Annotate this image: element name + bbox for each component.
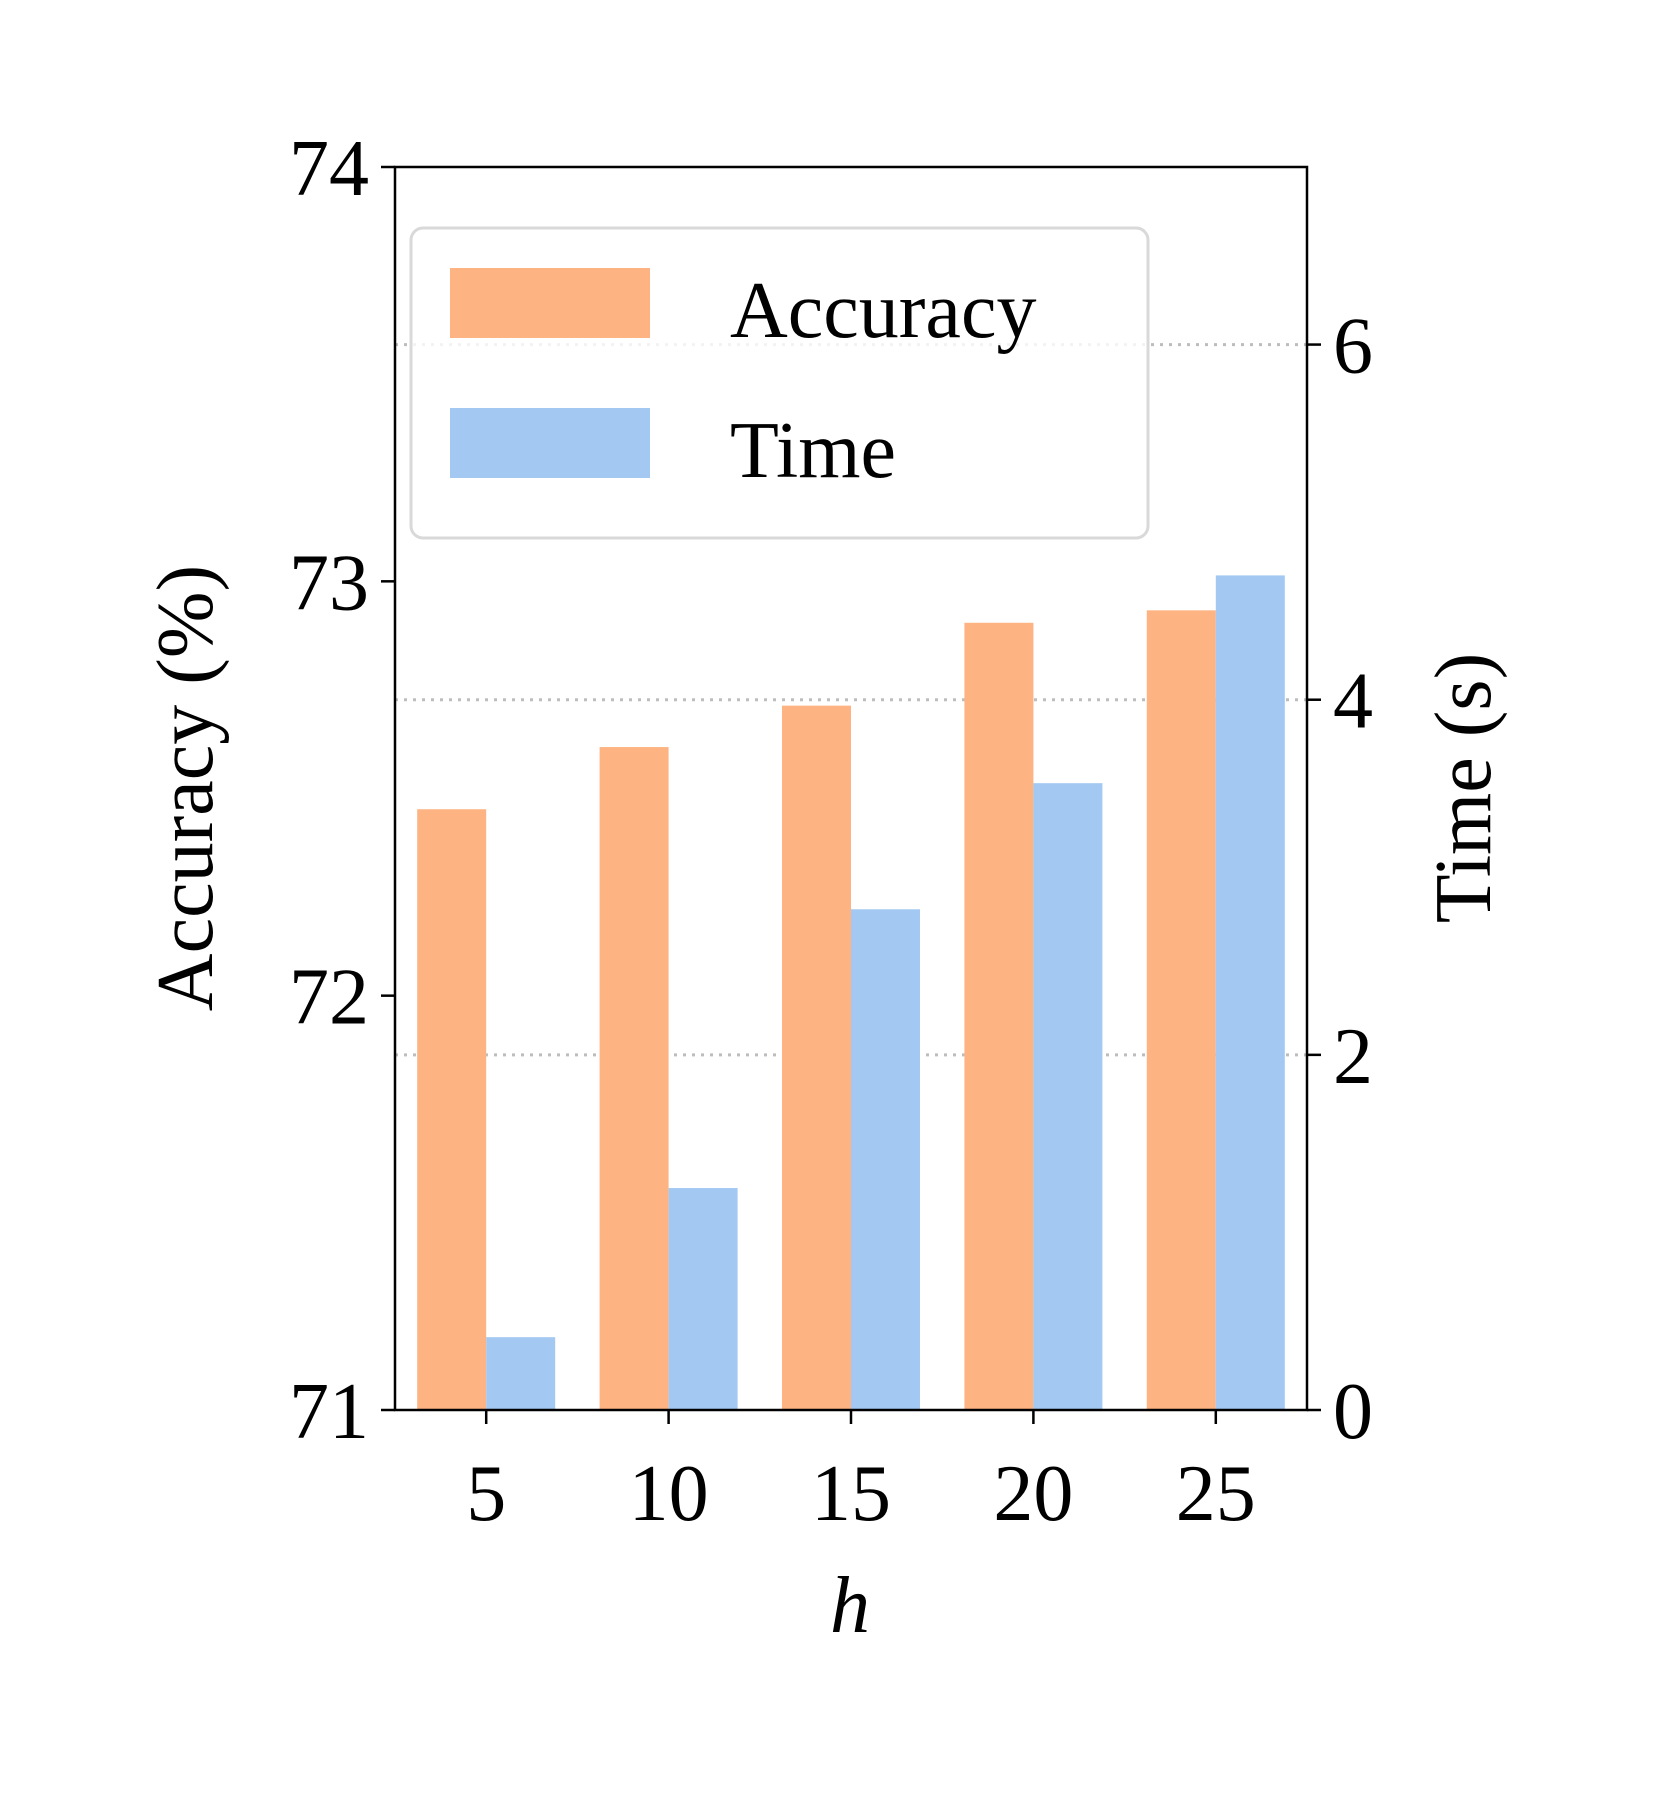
right-tick-label: 2 xyxy=(1333,1013,1373,1101)
legend-swatch-accuracy xyxy=(450,268,650,338)
bar-accuracy-20 xyxy=(964,622,1034,1410)
x-tick-label: 25 xyxy=(1176,1450,1256,1538)
bar-accuracy-5 xyxy=(417,809,487,1410)
x-tick-label: 15 xyxy=(811,1450,891,1538)
x-axis: 5 10 15 20 25 xyxy=(466,1410,1256,1538)
bar-time-25 xyxy=(1215,575,1285,1410)
legend-label-accuracy: Accuracy xyxy=(730,267,1036,355)
right-tick-label: 4 xyxy=(1333,658,1373,746)
left-axis: 71 72 73 74 xyxy=(289,125,395,1456)
bar-time-15 xyxy=(851,909,920,1410)
left-tick-label: 71 xyxy=(289,1368,369,1456)
bar-time-10 xyxy=(668,1188,738,1410)
right-axis: 0 2 4 6 xyxy=(1307,303,1373,1456)
bar-time-20 xyxy=(1033,783,1103,1410)
right-axis-title: Time (s) xyxy=(1420,653,1508,923)
x-tick-label: 5 xyxy=(466,1450,506,1538)
left-tick-label: 74 xyxy=(289,125,369,213)
legend: Accuracy Time xyxy=(409,226,1150,540)
x-tick-label: 10 xyxy=(629,1450,709,1538)
legend-swatch-time xyxy=(450,408,650,478)
left-tick-label: 72 xyxy=(289,954,369,1042)
x-tick-label: 20 xyxy=(993,1450,1073,1538)
right-tick-label: 0 xyxy=(1333,1368,1373,1456)
right-tick-label: 6 xyxy=(1333,303,1373,391)
bar-accuracy-10 xyxy=(599,747,669,1410)
bar-accuracy-15 xyxy=(782,705,851,1410)
bar-time-5 xyxy=(486,1337,556,1410)
x-axis-title: h xyxy=(830,1562,870,1650)
legend-label-time: Time xyxy=(730,407,896,495)
bars xyxy=(417,575,1285,1410)
bar-accuracy-25 xyxy=(1146,610,1216,1410)
left-axis-title: Accuracy (%) xyxy=(142,565,230,1011)
left-tick-label: 73 xyxy=(289,539,369,627)
